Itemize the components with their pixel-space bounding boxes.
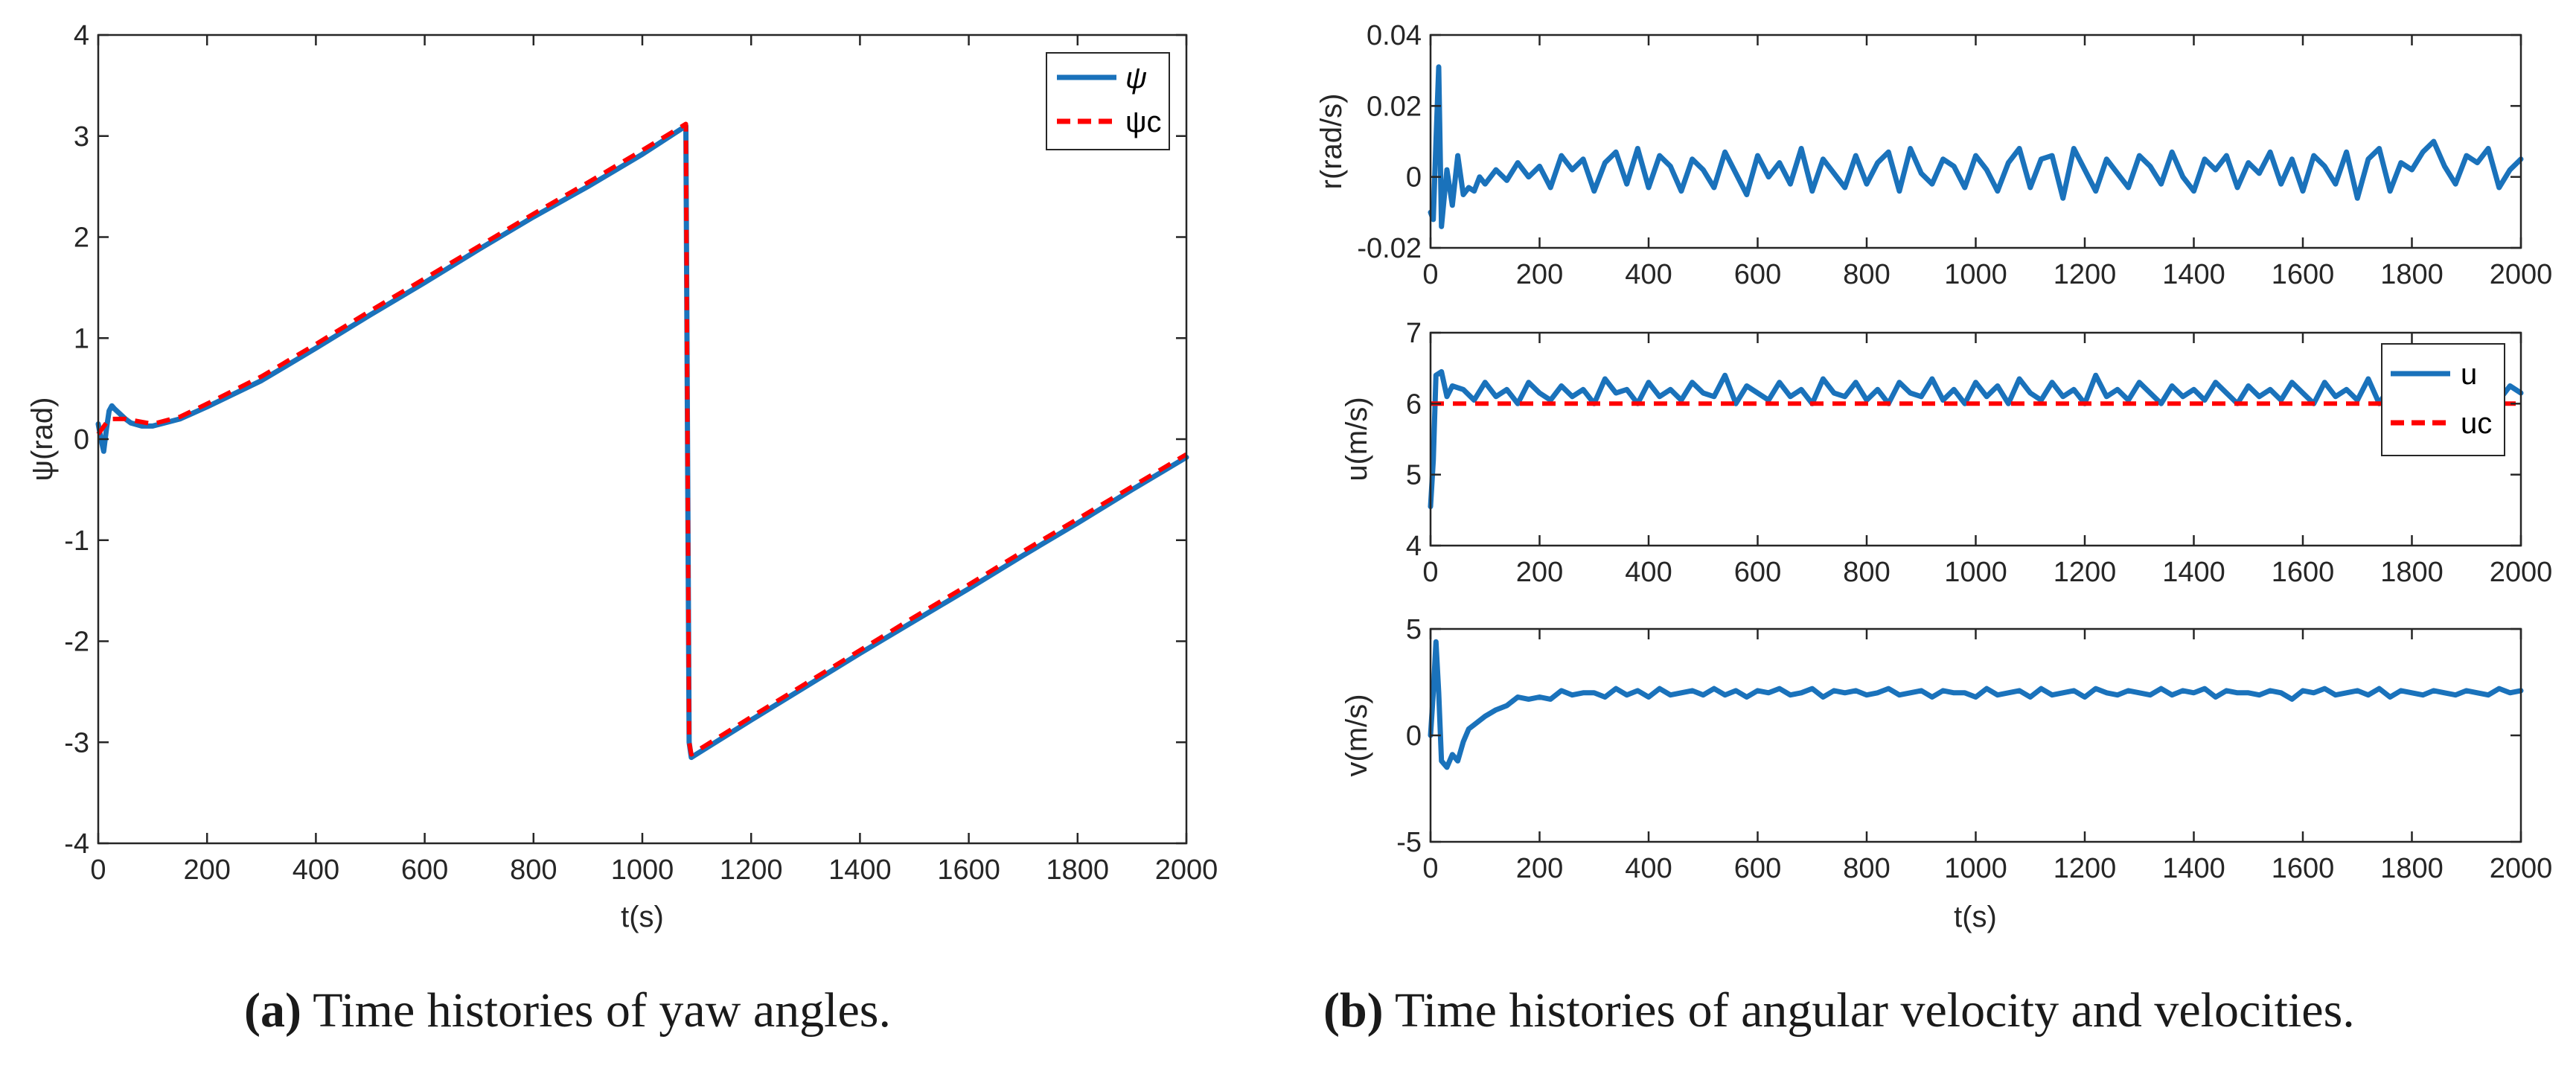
x-tick-label: 1400: [828, 854, 892, 886]
x-tick-label: 2000: [1155, 854, 1218, 886]
plot-frame-r: [1429, 33, 2522, 249]
y-tick-label: 4: [1406, 531, 1422, 562]
legend-u: u uc: [2381, 343, 2505, 456]
x-tick-label: 0: [1422, 259, 1438, 290]
x-tick-label: 1800: [2380, 259, 2444, 290]
plot-frame-u: [1429, 331, 2522, 547]
y-tick-label: -5: [1396, 827, 1422, 858]
x-tick-label: 200: [1516, 557, 1563, 588]
x-tick-label: 1000: [1944, 259, 2007, 290]
x-tick-label: 1200: [720, 854, 783, 886]
plot-frame-v: [1429, 627, 2522, 843]
legend-box-yaw: [1046, 52, 1170, 150]
series-line-v-actual: [1428, 639, 2524, 770]
x-tick-label: 600: [1734, 853, 1781, 884]
caption-b-label: (b): [1323, 983, 1384, 1038]
y-tick-label: 3: [74, 121, 89, 153]
x-tick-label: 800: [1843, 853, 1890, 884]
x-tick-label: 1200: [2054, 853, 2117, 884]
caption-a-label: (a): [244, 983, 301, 1038]
chart-u: 0 200 400 600 800 1000 1200 1400 1600 1800 2000 4 5 6…: [1340, 318, 2552, 588]
x-tick-label: 1400: [2162, 557, 2225, 588]
x-tick-label: 200: [183, 854, 230, 886]
legend-box-u: [2381, 343, 2505, 456]
series-line-yaw-command: [96, 121, 1188, 757]
x-tick-label: 400: [1625, 259, 1672, 290]
x-tick-label: 800: [510, 854, 557, 886]
series-line-r-actual: [1428, 64, 2524, 229]
y-tick-label: 0.04: [1367, 20, 1422, 51]
y-tick-label: 5: [1406, 460, 1422, 491]
y-tick-label: -2: [64, 627, 89, 658]
x-tick-label: 1400: [2162, 259, 2225, 290]
x-tick-label: 400: [1625, 557, 1672, 588]
x-tick-label: 1400: [2162, 853, 2225, 884]
x-tick-label: 200: [1516, 259, 1563, 290]
y-tick-label: 0: [74, 424, 89, 456]
chart-r: 0 200 400 600 800 1000 1200 1400 1600 1800 2000 -0.…: [1315, 20, 2552, 290]
x-tick-label: 800: [1843, 557, 1890, 588]
legend-label-u-c: uc: [2461, 407, 2492, 440]
x-tick-label: 1800: [2380, 557, 2444, 588]
caption-a-text: Time histories of yaw angles.: [313, 983, 891, 1038]
x-tick-label: 1000: [1944, 853, 2007, 884]
x-tick-label: 0: [90, 854, 106, 886]
y-tick-label: -4: [64, 828, 89, 860]
chart-yaw: 0 200 400 600 800 1000 1200 1400 1600 1800 2000 -4 -…: [26, 20, 1218, 933]
x-tick-label: 1600: [937, 854, 1000, 886]
y-tick-label: 7: [1406, 318, 1422, 349]
caption-a: (a) Time histories of yaw angles.: [244, 982, 891, 1039]
y-tick-label: -3: [64, 727, 89, 758]
y-tick-label: 0: [1406, 162, 1422, 194]
x-tick-label: 0: [1422, 853, 1438, 884]
x-tick-label: 0: [1422, 557, 1438, 588]
x-tick-label: 600: [1734, 557, 1781, 588]
x-axis-label-yaw: t(s): [621, 901, 664, 933]
series-line-yaw-actual: [95, 123, 1189, 761]
x-tick-label: 800: [1843, 259, 1890, 290]
x-tick-label: 400: [1625, 853, 1672, 884]
legend-label-psi-c: ψc: [1125, 106, 1162, 138]
x-tick-label: 2000: [2490, 259, 2553, 290]
y-tick-label: 4: [74, 20, 89, 51]
x-tick-label: 2000: [2490, 557, 2553, 588]
legend-label-u: u: [2461, 358, 2477, 391]
y-tick-label: -0.02: [1357, 233, 1422, 264]
x-tick-label: 1600: [2272, 557, 2335, 588]
y-tick-label: 2: [74, 223, 89, 254]
x-tick-label: 1600: [2272, 853, 2335, 884]
legend-label-psi: ψ: [1125, 62, 1147, 95]
x-axis-label-v: t(s): [1954, 901, 1997, 933]
y-axis-label-yaw: ψ(rad): [26, 397, 59, 482]
legend-yaw: ψ ψc: [1046, 52, 1170, 150]
y-tick-label: 5: [1406, 614, 1422, 645]
x-tick-label: 1800: [1046, 854, 1110, 886]
x-tick-label: 1200: [2054, 557, 2117, 588]
x-tick-label: 1800: [2380, 853, 2444, 884]
caption-b: (b) Time histories of angular velocity a…: [1323, 982, 2355, 1039]
y-tick-label: 6: [1406, 389, 1422, 420]
x-tick-label: 400: [293, 854, 339, 886]
x-tick-label: 2000: [2490, 853, 2553, 884]
x-tick-label: 600: [401, 854, 448, 886]
x-tick-label: 600: [1734, 259, 1781, 290]
y-tick-label: 0: [1406, 720, 1422, 752]
y-axis-label-u: u(m/s): [1340, 397, 1373, 481]
x-tick-label: 1600: [2272, 259, 2335, 290]
chart-v: 0 200 400 600 800 1000 1200 1400 1600 1800 2000-50…: [1340, 614, 2552, 933]
y-tick-label: 0.02: [1367, 91, 1422, 122]
caption-b-text: Time histories of angular velocity and v…: [1394, 983, 2355, 1038]
y-tick-label: -1: [64, 525, 89, 557]
series-line-u-actual: [1428, 368, 2524, 510]
y-tick-label: 1: [74, 323, 89, 354]
x-tick-label: 1000: [1944, 557, 2007, 588]
x-tick-label: 200: [1516, 853, 1563, 884]
y-axis-label-v: v(m/s): [1340, 694, 1373, 776]
x-tick-label: 1000: [611, 854, 674, 886]
y-axis-label-r: r(rad/s): [1315, 94, 1348, 190]
x-tick-label: 1200: [2054, 259, 2117, 290]
